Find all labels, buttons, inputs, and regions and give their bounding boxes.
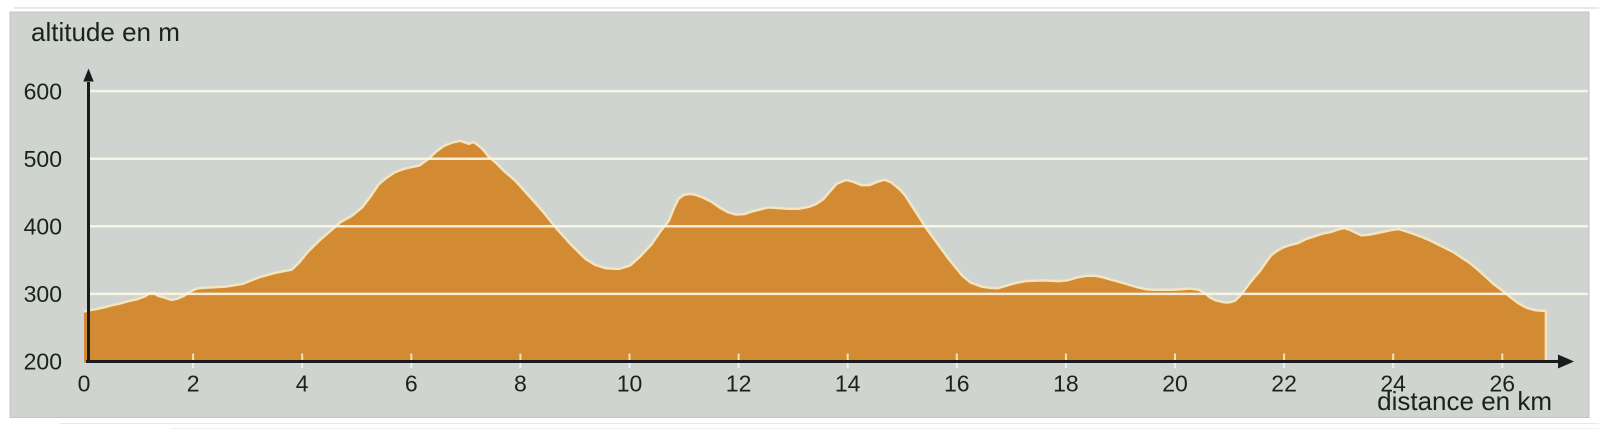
svg-text:4: 4 [296, 371, 309, 397]
svg-text:200: 200 [24, 349, 62, 375]
svg-text:14: 14 [835, 371, 861, 397]
svg-text:600: 600 [24, 78, 62, 104]
svg-text:300: 300 [24, 281, 62, 307]
svg-text:16: 16 [944, 371, 970, 397]
svg-text:22: 22 [1271, 371, 1297, 397]
svg-text:8: 8 [514, 371, 527, 397]
svg-text:altitude en m: altitude en m [31, 17, 180, 47]
svg-text:24: 24 [1380, 371, 1406, 397]
svg-text:400: 400 [24, 214, 62, 240]
svg-text:12: 12 [726, 371, 752, 397]
svg-text:0: 0 [78, 371, 91, 397]
svg-text:26: 26 [1490, 371, 1516, 397]
svg-text:6: 6 [405, 371, 418, 397]
svg-text:2: 2 [187, 371, 200, 397]
svg-text:20: 20 [1162, 371, 1188, 397]
svg-text:10: 10 [617, 371, 643, 397]
svg-text:500: 500 [24, 146, 62, 172]
svg-text:distance en km: distance en km [1377, 386, 1552, 416]
svg-text:18: 18 [1053, 371, 1079, 397]
